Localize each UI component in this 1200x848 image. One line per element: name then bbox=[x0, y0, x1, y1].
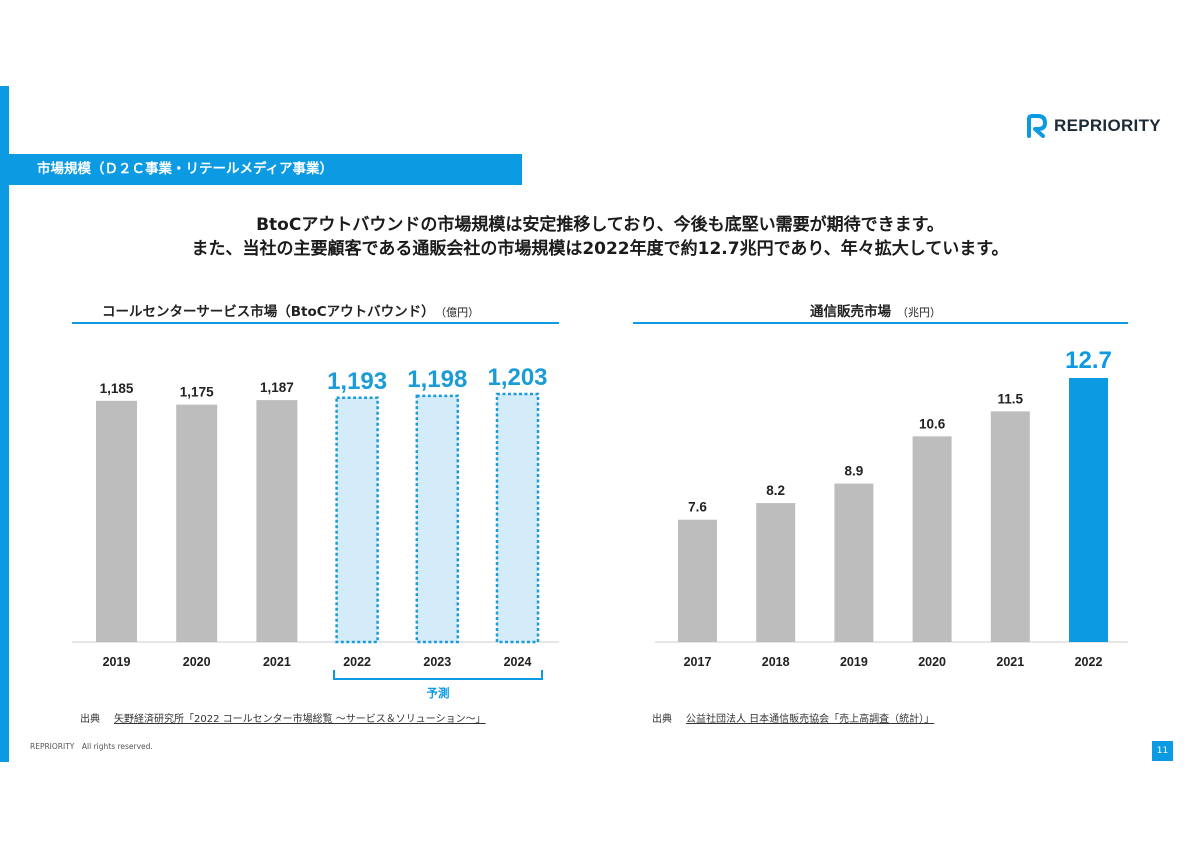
chart-title-text: 通信販売市場 bbox=[810, 304, 891, 320]
brand-logo: REPRIORITY bbox=[1026, 114, 1161, 138]
brand-name: REPRIORITY bbox=[1054, 116, 1161, 135]
x-tick-label: 2022 bbox=[343, 655, 371, 669]
source-link[interactable]: 矢野経済研究所「2022 コールセンター市場総覧 ～サービス＆ソリューション～」 bbox=[114, 714, 486, 725]
x-tick-label: 2021 bbox=[996, 655, 1024, 669]
source-mailorder: 出典 公益社団法人 日本通信販売協会「売上高調査（統計）」 bbox=[652, 710, 934, 725]
source-link[interactable]: 公益社団法人 日本通信販売協会「売上高調査（統計）」 bbox=[686, 714, 935, 725]
x-tick-label: 2021 bbox=[263, 655, 291, 669]
chart-title-rule bbox=[633, 322, 1128, 324]
bar-value-label: 1,187 bbox=[260, 380, 294, 395]
chart-title-rule bbox=[72, 322, 559, 324]
r-logo-icon bbox=[1027, 114, 1047, 138]
lead-text-line-1: BtoCアウトバウンドの市場規模は安定推移しており、今後も底堅い需要が期待できま… bbox=[256, 215, 944, 235]
bar bbox=[256, 400, 298, 642]
lead-text-line-2: また、当社の主要顧客である通販会社の市場規模は2022年度で約12.7兆円であり… bbox=[191, 239, 1009, 259]
forecast-bracket bbox=[333, 670, 543, 680]
bar-value-label: 1,203 bbox=[487, 364, 547, 391]
forecast-bar bbox=[495, 392, 540, 644]
source-callcenter: 出典 矢野経済研究所「2022 コールセンター市場総覧 ～サービス＆ソリューション… bbox=[80, 710, 486, 725]
x-tick-label: 2019 bbox=[840, 655, 868, 669]
callcenter-market-chart: 1,185 2019 1,175 2020 1,187 2021 1,193 2022 1,19… bbox=[72, 364, 559, 669]
bar-value-label: 12.7 bbox=[1065, 347, 1112, 374]
chart-title-text: コールセンターサービス市場（BtoCアウトバウンド） bbox=[102, 304, 435, 320]
x-tick-label: 2020 bbox=[918, 655, 946, 669]
mailorder-market-chart: 7.6 2017 8.2 2018 8.9 2019 10.6 2020 11.5 2021 12.… bbox=[655, 347, 1128, 669]
bar bbox=[990, 411, 1030, 642]
slide-accent-bar bbox=[0, 86, 9, 762]
bar-value-label: 1,198 bbox=[407, 366, 467, 393]
bar bbox=[834, 483, 874, 642]
x-tick-label: 2024 bbox=[504, 655, 532, 669]
footer-copyright: REPRIORITY All rights reserved. bbox=[30, 742, 153, 751]
bar bbox=[912, 436, 952, 642]
bar bbox=[756, 503, 796, 642]
x-tick-label: 2020 bbox=[183, 655, 211, 669]
x-tick-label: 2019 bbox=[103, 655, 131, 669]
bar bbox=[96, 400, 137, 642]
section-title: 市場規模（Ｄ２Ｃ事業・リテールメディア事業） bbox=[9, 154, 522, 185]
chart-unit: （兆円） bbox=[897, 306, 941, 319]
bar bbox=[176, 404, 218, 642]
bar bbox=[678, 519, 717, 642]
source-label: 出典 bbox=[652, 714, 672, 725]
bar-value-label: 7.6 bbox=[688, 500, 707, 515]
x-tick-label: 2023 bbox=[423, 655, 451, 669]
page-number: 11 bbox=[1152, 741, 1173, 761]
bar-value-label: 11.5 bbox=[998, 391, 1024, 406]
bar-value-label: 10.6 bbox=[919, 416, 946, 431]
highlight-bar bbox=[1069, 378, 1108, 642]
forecast-label: 予測 bbox=[426, 686, 450, 700]
x-tick-label: 2017 bbox=[684, 655, 712, 669]
bar-value-label: 1,175 bbox=[180, 385, 214, 400]
bar-value-label: 1,193 bbox=[327, 368, 387, 395]
forecast-bar bbox=[415, 394, 460, 644]
chart-title-callcenter: コールセンターサービス市場（BtoCアウトバウンド） （億円） bbox=[102, 300, 479, 320]
source-label: 出典 bbox=[80, 714, 100, 725]
x-tick-label: 2022 bbox=[1075, 655, 1103, 669]
bar-value-label: 8.2 bbox=[766, 483, 785, 498]
x-tick-label: 2018 bbox=[762, 655, 790, 669]
chart-unit: （億円） bbox=[440, 306, 480, 319]
bar-value-label: 1,185 bbox=[100, 381, 134, 396]
bar-value-label: 8.9 bbox=[845, 464, 864, 479]
forecast-bar bbox=[335, 396, 379, 644]
chart-title-mailorder: 通信販売市場 （兆円） bbox=[810, 300, 941, 320]
